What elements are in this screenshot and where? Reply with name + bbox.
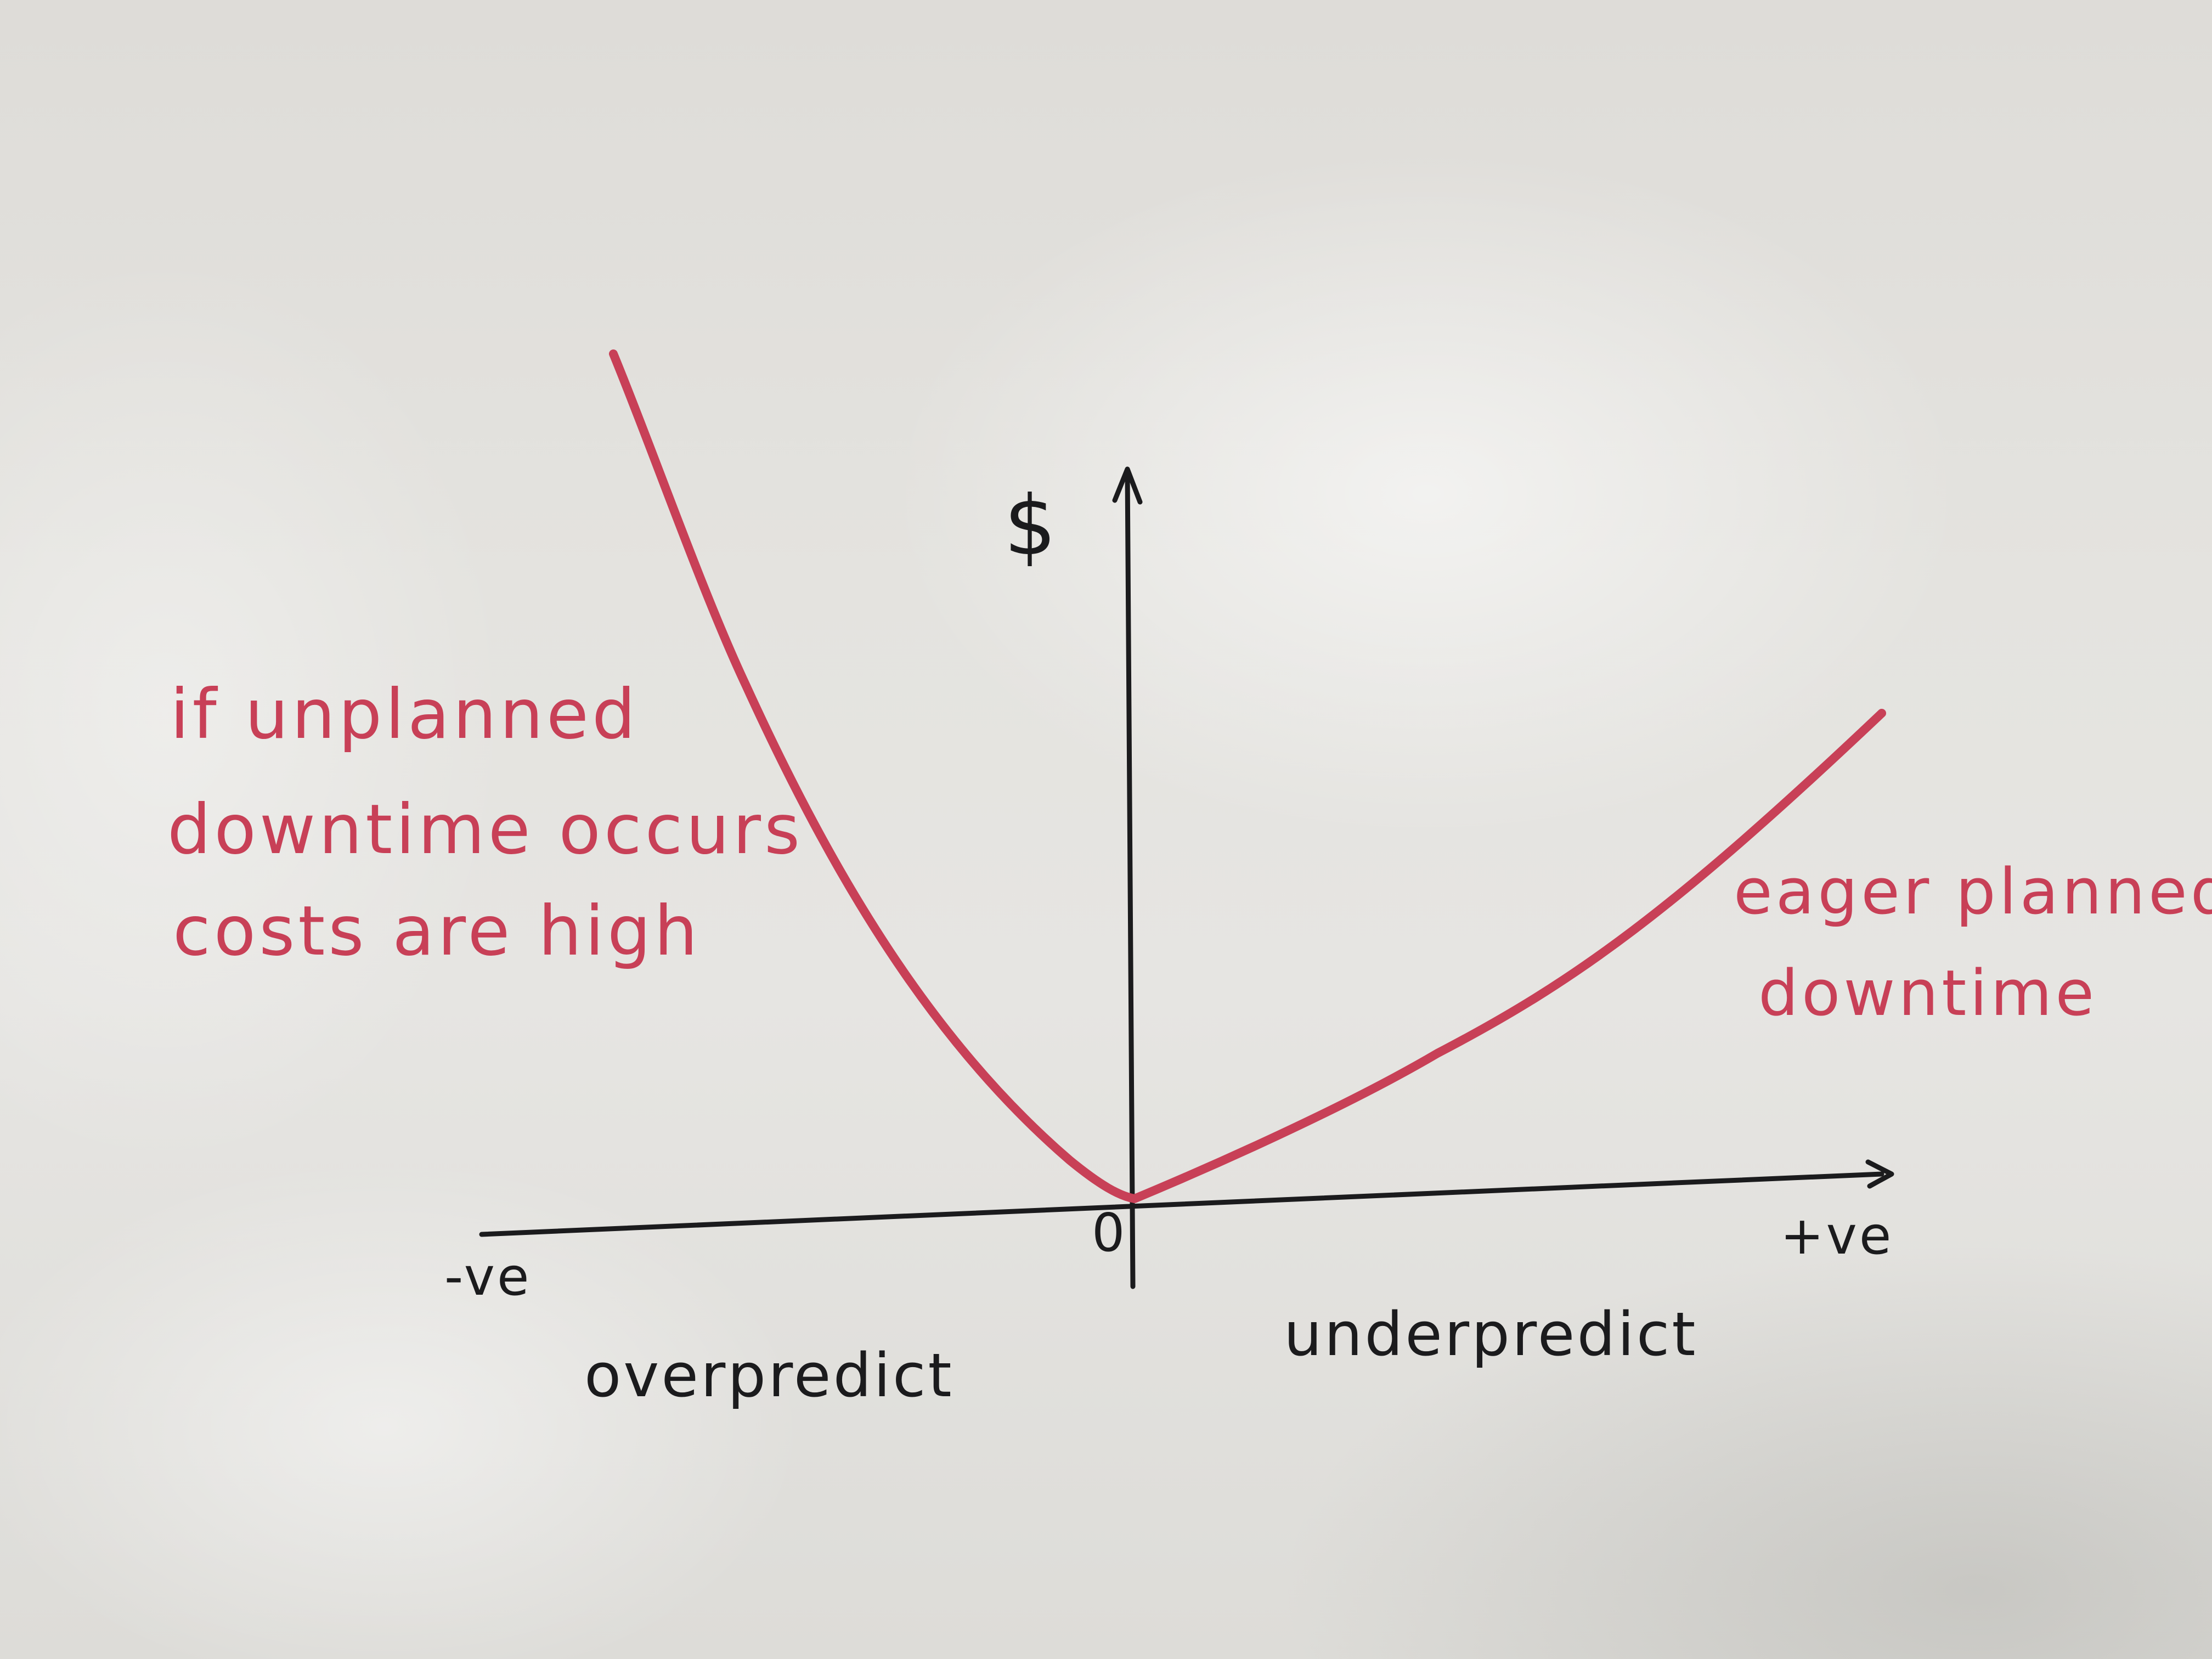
overpredict-label: overpredict (584, 1340, 954, 1410)
right-annotation-line-2: downtime (1758, 957, 2097, 1030)
x-axis-line (479, 1171, 1884, 1237)
x-negative-label: -ve (444, 1247, 531, 1307)
left-annotation-line-2: downtime occurs (167, 790, 803, 870)
y-axis-line (1125, 469, 1136, 1289)
right-annotation-line-1: eager planned (1734, 855, 2212, 929)
x-positive-label: +ve (1780, 1206, 1893, 1266)
y-axis-label: $ (1004, 478, 1058, 574)
x-axis-arrowhead (1865, 1159, 1894, 1189)
cost-curve (609, 349, 1886, 1203)
origin-label: 0 (1092, 1203, 1127, 1263)
y-axis-arrowhead (1112, 466, 1143, 505)
left-annotation-line-3: costs are high (173, 891, 701, 971)
left-annotation-line-1: if unplanned (170, 675, 639, 754)
underpredict-label: underpredict (1284, 1299, 1697, 1369)
